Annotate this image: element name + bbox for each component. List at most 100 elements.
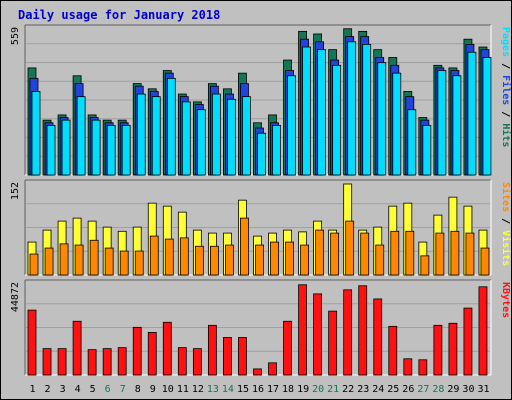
bar-pages-day-6 <box>106 124 116 176</box>
bar-kbytes-day-8 <box>132 326 142 376</box>
x-tick-label-day-12: 12 <box>192 384 204 395</box>
bar-kbytes-day-22 <box>343 289 353 376</box>
x-tick-label-day-31: 31 <box>477 384 489 395</box>
bar-sites-day-24 <box>375 244 385 276</box>
bar-kbytes-day-31 <box>478 286 488 376</box>
bar-kbytes-day-3 <box>57 348 67 376</box>
bar-sites-day-1 <box>29 253 39 276</box>
bar-kbytes-day-14 <box>223 337 232 376</box>
bar-sites-day-6 <box>104 247 114 276</box>
y-axis-series-label: Sites / Visits <box>500 182 512 266</box>
x-tick-label-day-23: 23 <box>357 384 369 395</box>
bar-kbytes-day-12 <box>192 348 202 376</box>
bar-kbytes-day-15 <box>238 337 247 376</box>
x-tick-label-day-1: 1 <box>30 384 36 395</box>
bar-pages-day-28 <box>437 70 447 176</box>
bar-sites-day-22 <box>345 220 355 276</box>
x-tick-label-day-13: 13 <box>207 384 219 395</box>
bar-sites-day-29 <box>450 230 460 276</box>
bar-kbytes-day-1 <box>27 309 37 376</box>
panel-visits-sites: 152 Sites / Visits <box>10 179 512 276</box>
bar-sites-day-15 <box>240 217 249 276</box>
y-max-label: 152 <box>10 182 21 200</box>
bar-sites-day-20 <box>315 229 325 276</box>
x-tick-label-day-17: 17 <box>267 384 279 395</box>
bar-sites-day-17 <box>270 241 279 276</box>
x-tick-label-day-15: 15 <box>237 384 249 395</box>
panel-hits-files-pages: 559 Pages / Files / Hits <box>10 24 512 176</box>
x-tick-label-day-25: 25 <box>387 384 399 395</box>
bar-pages-day-5 <box>91 119 101 176</box>
x-tick-label-day-22: 22 <box>342 384 354 395</box>
bar-pages-day-21 <box>332 64 342 176</box>
x-tick-label-day-2: 2 <box>45 384 51 395</box>
x-tick-label-day-11: 11 <box>177 384 189 395</box>
bar-pages-day-27 <box>422 124 432 176</box>
bar-sites-day-16 <box>255 244 264 276</box>
x-axis-labels: 1 2 3 4 5 6 7 8 9 10 11 12 13 14 15 16 17 18 19 20 21 22 23 24 2… <box>30 384 490 395</box>
bar-pages-day-17 <box>272 124 281 176</box>
x-tick-label-day-14: 14 <box>222 384 234 395</box>
x-tick-label-day-27: 27 <box>417 384 429 395</box>
bar-kbytes-day-2 <box>42 348 52 376</box>
x-tick-label-day-6: 6 <box>105 384 111 395</box>
bar-pages-day-12 <box>196 109 206 176</box>
x-tick-label-day-9: 9 <box>150 384 156 395</box>
x-tick-label-day-10: 10 <box>162 384 174 395</box>
bar-kbytes-day-16 <box>253 368 262 376</box>
bar-kbytes-day-25 <box>388 325 398 376</box>
bar-pages-day-30 <box>467 51 477 176</box>
bar-pages-day-2 <box>46 124 56 176</box>
bar-kbytes-day-13 <box>207 324 217 376</box>
bar-pages-day-16 <box>257 132 266 176</box>
bar-sites-day-13 <box>209 245 219 276</box>
bar-sites-day-4 <box>74 244 84 276</box>
bar-sites-day-8 <box>134 250 144 276</box>
bar-kbytes-day-10 <box>162 321 172 376</box>
bar-pages-day-29 <box>452 75 462 176</box>
x-tick-label-day-7: 7 <box>120 384 126 395</box>
y-axis-series-label: Pages / Files / Hits <box>500 27 512 147</box>
x-tick-label-day-4: 4 <box>75 384 81 395</box>
bar-pages-day-31 <box>482 57 492 176</box>
bar-pages-day-22 <box>347 41 357 176</box>
series-label-part: Pages <box>500 27 511 57</box>
chart-title: Daily usage for January 2018 <box>18 8 220 22</box>
x-tick-label-day-29: 29 <box>447 384 459 395</box>
bar-kbytes-day-20 <box>313 293 323 376</box>
y-axis-series-label: KBytes <box>500 282 511 318</box>
bar-sites-day-11 <box>179 237 189 276</box>
bar-kbytes-day-30 <box>463 307 473 376</box>
bar-pages-day-3 <box>61 119 71 176</box>
bar-kbytes-day-21 <box>328 310 338 376</box>
x-tick-label-day-18: 18 <box>282 384 294 395</box>
bar-kbytes-day-17 <box>268 362 277 376</box>
x-tick-label-day-20: 20 <box>312 384 324 395</box>
series-label-part: Files <box>500 75 512 105</box>
bar-kbytes-day-9 <box>147 332 157 376</box>
bar-kbytes-day-19 <box>298 284 307 376</box>
bar-sites-day-18 <box>285 241 294 276</box>
bar-pages-day-11 <box>181 101 191 176</box>
bar-pages-day-7 <box>121 124 131 176</box>
x-tick-label-day-24: 24 <box>372 384 384 395</box>
bar-pages-day-25 <box>392 72 402 176</box>
x-tick-label-day-21: 21 <box>327 384 339 395</box>
bar-sites-day-31 <box>480 247 490 276</box>
bar-pages-day-24 <box>377 62 387 176</box>
bar-sites-day-26 <box>405 230 415 276</box>
bar-pages-day-23 <box>362 44 372 176</box>
bar-sites-day-2 <box>44 247 54 276</box>
bar-kbytes-day-11 <box>177 347 187 376</box>
bar-kbytes-day-5 <box>87 349 97 376</box>
bar-pages-day-10 <box>166 77 176 176</box>
bar-sites-day-3 <box>59 243 69 276</box>
bar-sites-day-30 <box>465 232 475 276</box>
bar-pages-day-19 <box>302 46 311 176</box>
bar-kbytes-day-29 <box>448 322 458 376</box>
bar-pages-day-4 <box>76 96 86 176</box>
bar-kbytes-day-23 <box>358 285 368 376</box>
x-tick-label-day-5: 5 <box>90 384 96 395</box>
